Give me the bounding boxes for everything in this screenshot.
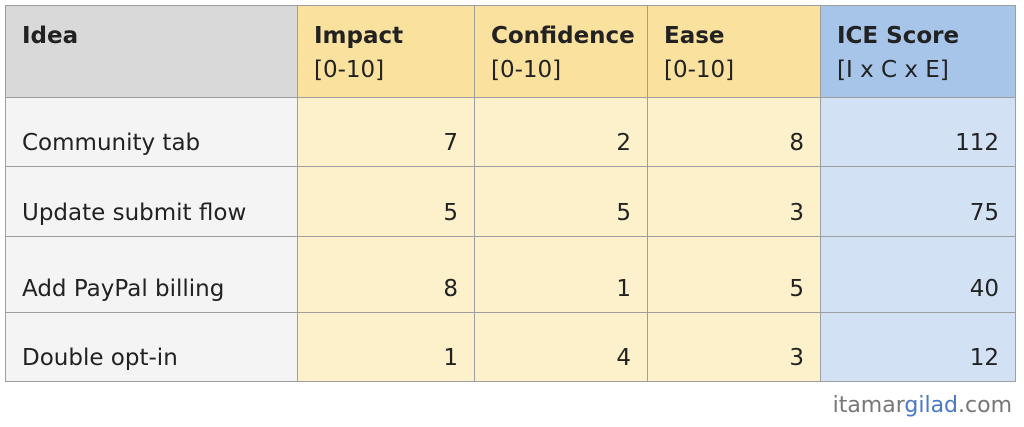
idea-cell: Update submit flow — [5, 166, 298, 237]
number-cell: 12 — [820, 312, 1016, 382]
number-cell: 5 — [647, 236, 821, 313]
header-cell: Ease [0-10] — [647, 5, 821, 98]
header-row: Idea Impact [0-10] Confidence [0-10] Ease [0-1… — [5, 5, 1016, 98]
number-cell: 2 — [474, 97, 648, 167]
header-title: ICE Score — [837, 23, 960, 49]
header-title: Confidence — [491, 23, 635, 49]
number-cell: 8 — [647, 97, 821, 167]
footer-text: .com — [958, 393, 1012, 418]
header-cell: ICE Score [I x C x E] — [820, 5, 1016, 98]
table-row: Update submit flow 5 5 3 75 — [5, 166, 1016, 237]
footer: itamargilad.com — [833, 393, 1012, 418]
number-cell: 8 — [297, 236, 475, 313]
footer-text: itamar — [832, 393, 905, 418]
idea-cell: Community tab — [5, 97, 298, 167]
idea-cell: Double opt-in — [5, 312, 298, 382]
ice-table: Idea Impact [0-10] Confidence [0-10] Ease [0-1… — [5, 5, 1016, 382]
table-row: Double opt-in 1 4 3 12 — [5, 312, 1016, 382]
header-subtitle: [0-10] — [491, 57, 562, 83]
number-cell: 75 — [820, 166, 1016, 237]
number-cell: 4 — [474, 312, 648, 382]
header-cell: Idea — [5, 5, 298, 98]
table-body: Community tab 7 2 8 112 Update submit flow 5 5 3… — [5, 97, 1016, 382]
table-row: Community tab 7 2 8 112 — [5, 97, 1016, 167]
idea-cell: Add PayPal billing — [5, 236, 298, 313]
number-cell: 5 — [474, 166, 648, 237]
footer-text: gilad — [904, 393, 959, 418]
header-cell: Impact [0-10] — [297, 5, 475, 98]
header-subtitle: [I x C x E] — [837, 57, 949, 83]
number-cell: 1 — [297, 312, 475, 382]
header-title: Ease — [664, 23, 725, 49]
header-title: Impact — [314, 23, 404, 49]
header-title: Idea — [22, 23, 79, 49]
number-cell: 112 — [820, 97, 1016, 167]
number-cell: 7 — [297, 97, 475, 167]
number-cell: 5 — [297, 166, 475, 237]
table-row: Add PayPal billing 8 1 5 40 — [5, 236, 1016, 313]
header-cell: Confidence [0-10] — [474, 5, 648, 98]
number-cell: 1 — [474, 236, 648, 313]
header-subtitle: [0-10] — [314, 57, 385, 83]
number-cell: 40 — [820, 236, 1016, 313]
number-cell: 3 — [647, 166, 821, 237]
header-subtitle: [0-10] — [664, 57, 735, 83]
number-cell: 3 — [647, 312, 821, 382]
